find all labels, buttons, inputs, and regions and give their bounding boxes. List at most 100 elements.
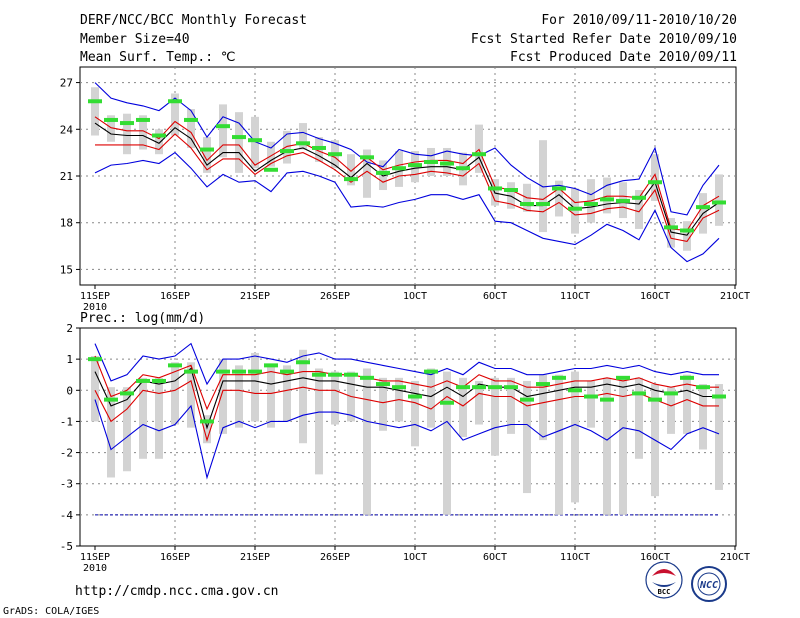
spread-box [219,359,227,434]
spread-box [635,377,643,459]
series-line-upper [94,116,720,232]
y-tick-label: -4 [60,509,74,522]
spread-box [475,380,483,425]
median-mark [232,135,246,140]
header-variable: Mean Surf. Temp.: ℃ [80,50,235,65]
median-mark [152,133,166,138]
series-line-mean [94,122,720,236]
median-mark [120,121,134,126]
spread-box [123,113,131,155]
y-tick-label: 27 [60,77,73,90]
median-mark [664,225,678,230]
header-produced: Fcst Produced Date 2010/09/11 [510,50,737,65]
header-title: DERF/NCC/BCC Monthly Forecast [80,13,307,28]
median-mark [712,200,726,205]
median-mark [248,369,262,374]
median-mark [344,177,358,182]
spread-box [139,377,147,459]
spread-box [683,221,691,251]
spread-box [299,349,307,444]
x-tick-label: 11OCT [560,552,590,563]
spread-box [667,387,675,434]
spread-box [443,371,451,515]
median-mark [696,205,710,210]
median-mark [280,149,294,154]
median-mark [520,397,534,402]
spread-box [603,177,611,214]
median-mark [632,195,646,200]
x-year-label: 2010 [83,563,107,574]
median-mark [312,145,326,150]
median-mark [360,375,374,380]
x-year-label: 2010 [83,302,107,313]
spread-box [283,365,291,422]
ncc-logo-text: NCC [699,580,718,591]
median-mark [408,163,422,168]
spread-box [715,174,723,226]
median-mark [648,180,662,185]
median-mark [456,166,470,171]
median-mark [616,198,630,203]
header-member-size: Member Size=40 [80,32,190,47]
spread-box [315,368,323,475]
spread-box [555,180,563,217]
series-line-min [94,399,720,480]
median-mark [296,360,310,365]
x-tick-label: 21OCT [720,291,750,302]
median-mark [648,397,662,402]
median-mark [712,394,726,399]
series-line-min [94,151,720,263]
spread-box [411,380,419,447]
spread-box [651,154,659,201]
spread-box [475,124,483,173]
y-tick-label: -3 [60,478,73,491]
median-mark [296,141,310,146]
spread-box [539,140,547,233]
spread-box [235,365,243,428]
x-tick-label: 21OCT [720,552,750,563]
median-mark [408,394,422,399]
x-tick-label: 1OCT [403,291,427,302]
median-mark [104,117,118,122]
median-mark [216,124,230,129]
median-mark [536,382,550,387]
median-mark [392,166,406,171]
series-line-max [94,82,720,216]
median-mark [168,363,182,368]
median-mark [488,186,502,191]
median-mark [584,202,598,207]
median-mark [520,202,534,207]
spread-box [363,149,371,198]
x-tick-label: 11OCT [560,291,590,302]
spread-box [363,368,371,515]
ncc-logo: NCC [691,566,727,602]
median-mark [472,385,486,390]
spread-box [507,377,515,434]
spread-box [427,368,435,428]
median-mark [200,419,214,424]
x-tick-label: 26SEP [320,552,350,563]
median-mark [168,99,182,104]
median-mark [424,159,438,164]
spread-box [491,377,499,456]
x-tick-label: 6OCT [483,552,507,563]
x-tick-label: 16SEP [160,552,190,563]
median-mark [264,363,278,368]
median-mark [120,391,134,396]
spread-box [299,123,307,150]
median-mark [632,391,646,396]
spread-box [555,374,563,515]
median-mark [184,369,198,374]
x-tick-label: 21SEP [240,552,270,563]
spread-box [251,116,259,169]
spread-box [203,137,211,173]
x-tick-label: 11SEP [80,291,110,302]
header-started: Fcst Started Refer Date 2010/09/10 [471,32,737,47]
median-mark [232,369,246,374]
spread-box [155,129,163,155]
median-mark [152,378,166,383]
median-mark [376,382,390,387]
median-mark [680,375,694,380]
median-mark [552,375,566,380]
